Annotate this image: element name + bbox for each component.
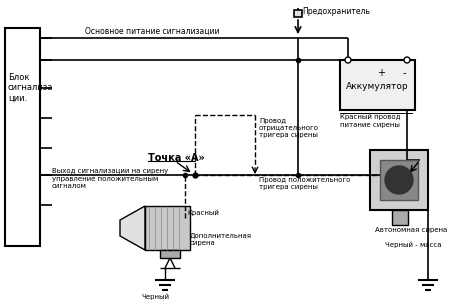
Text: Красный: Красный — [187, 209, 219, 216]
Bar — [392, 210, 408, 225]
Circle shape — [385, 166, 413, 194]
Text: +: + — [377, 68, 385, 78]
Polygon shape — [120, 206, 145, 250]
Text: -: - — [403, 68, 407, 78]
Bar — [370, 150, 428, 210]
Bar — [145, 206, 190, 250]
Text: Блок
сигнализа
ции.: Блок сигнализа ции. — [8, 73, 54, 103]
Text: Аккумулятор: Аккумулятор — [346, 82, 408, 91]
Bar — [294, 10, 302, 17]
Bar — [340, 60, 415, 110]
Text: Выход сигнализации на сирену: Выход сигнализации на сирену — [52, 168, 168, 174]
Text: Черный - масса: Черный - масса — [385, 242, 441, 248]
Text: Красный провод
питание сирены: Красный провод питание сирены — [340, 114, 401, 128]
Text: Основное питание сигнализации: Основное питание сигнализации — [85, 27, 219, 36]
Text: Точка «A»: Точка «A» — [148, 153, 205, 163]
Text: Черный: Черный — [141, 293, 169, 299]
Bar — [380, 160, 418, 200]
Text: Автономная сирена: Автономная сирена — [375, 227, 447, 233]
Text: Предохранитель: Предохранитель — [302, 8, 370, 16]
Circle shape — [404, 57, 410, 63]
Text: управление положительным
сигналом: управление положительным сигналом — [52, 176, 158, 189]
Bar — [160, 250, 180, 258]
Text: Дополнительная
сирена: Дополнительная сирена — [190, 233, 252, 246]
Text: Провод
отрицательного
тригера сирены: Провод отрицательного тригера сирены — [259, 118, 319, 138]
Bar — [5, 28, 40, 246]
Text: Провод положительного
тригера сирены: Провод положительного тригера сирены — [259, 177, 350, 190]
Circle shape — [345, 57, 351, 63]
